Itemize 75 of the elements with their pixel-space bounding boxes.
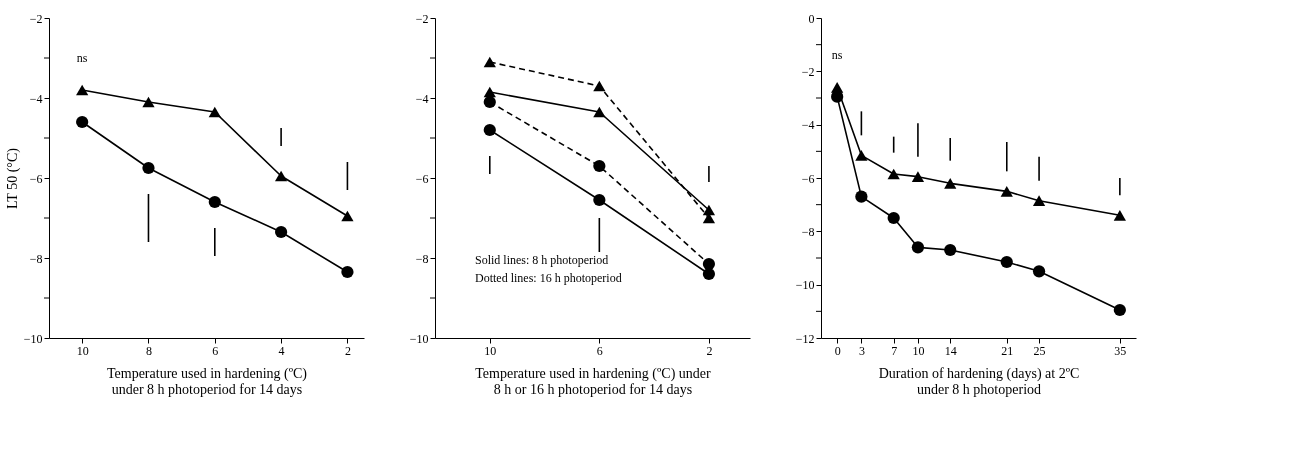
point xyxy=(76,115,89,129)
y-tick-label: −10 xyxy=(795,278,815,293)
point xyxy=(142,96,155,108)
y-tick-label: −2 xyxy=(801,64,815,79)
point xyxy=(944,243,957,257)
point xyxy=(887,168,900,180)
point xyxy=(855,150,868,161)
point xyxy=(1032,265,1046,278)
x-tick-label: 10 xyxy=(484,343,497,358)
y-tick-label: −8 xyxy=(29,251,43,266)
x-tick-label: 4 xyxy=(278,343,285,358)
x-tick-label: 6 xyxy=(596,343,603,358)
point xyxy=(855,190,868,203)
point xyxy=(483,95,496,109)
y-tick-label: −4 xyxy=(801,118,815,133)
point xyxy=(887,211,900,225)
x-tick-label: 14 xyxy=(944,343,957,358)
annotation: ns xyxy=(831,48,843,63)
point xyxy=(274,170,288,182)
x-tick-label: 2 xyxy=(344,343,351,358)
x-tick-label: 7 xyxy=(891,343,898,358)
x-tick-label: 6 xyxy=(212,343,219,358)
y-tick-label: −4 xyxy=(29,91,43,106)
y-tick-label: −4 xyxy=(415,91,429,106)
point xyxy=(1113,303,1126,317)
point xyxy=(911,171,925,182)
y-tick-label: −6 xyxy=(801,171,815,186)
x-tick-label: 10 xyxy=(76,343,89,358)
point xyxy=(483,123,496,137)
y-axis-title: LT 50 (°C) xyxy=(4,147,21,209)
point xyxy=(483,56,496,68)
y-tick-label: −8 xyxy=(415,251,429,266)
point xyxy=(944,178,957,189)
point xyxy=(274,225,288,239)
point xyxy=(1000,255,1013,269)
annotation: Dotted lines: 16 h photoperiod xyxy=(475,271,622,285)
y-tick-label: −8 xyxy=(801,224,815,239)
x-tick-label: 8 xyxy=(145,343,152,358)
x-tick-label: 10 xyxy=(912,343,925,358)
point xyxy=(702,267,716,281)
x-tick-label: 21 xyxy=(1001,343,1014,358)
y-tick-label: −10 xyxy=(23,331,43,346)
point xyxy=(341,210,354,222)
point xyxy=(593,106,606,118)
annotation: ns xyxy=(76,51,88,65)
y-tick-label: 0 xyxy=(808,11,815,26)
point xyxy=(341,265,354,279)
point xyxy=(593,80,606,92)
y-tick-label: −2 xyxy=(415,11,429,26)
point xyxy=(1032,195,1046,206)
point xyxy=(593,159,606,173)
point xyxy=(911,241,925,254)
x-tick-label: 25 xyxy=(1033,343,1046,358)
x-axis-title: Duration of hardening (days) at 2ºC under 8 h photoperiod xyxy=(878,365,1080,397)
y-tick-label: −6 xyxy=(29,171,43,186)
x-tick-label: 3 xyxy=(858,343,865,358)
x-tick-label: 0 xyxy=(834,343,841,358)
point xyxy=(1000,186,1013,197)
point xyxy=(1113,210,1126,221)
y-tick-label: −12 xyxy=(795,331,815,346)
x-axis-title: Temperature used in hardening (ºC) under 8 h or 16 h photoperiod for 14 days xyxy=(475,365,712,397)
x-tick-label: 2 xyxy=(706,343,713,358)
annotation: Solid lines: 8 h photoperiod xyxy=(475,253,609,267)
point xyxy=(208,195,221,209)
point xyxy=(593,193,606,207)
point xyxy=(702,204,716,216)
point xyxy=(142,161,155,175)
y-tick-label: −10 xyxy=(409,331,429,346)
x-tick-label: 35 xyxy=(1114,343,1127,358)
point xyxy=(702,257,716,271)
point xyxy=(208,106,221,118)
x-axis-title: Temperature used in hardening (ºC) under 8 h photoperiod for 14 days xyxy=(106,365,308,397)
point xyxy=(76,84,89,96)
y-tick-label: −6 xyxy=(415,171,429,186)
y-tick-label: −2 xyxy=(29,11,43,26)
